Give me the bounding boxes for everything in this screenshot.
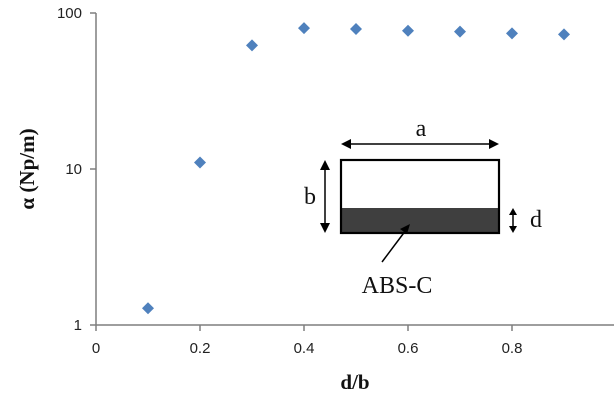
inset-material-pointer — [381, 229, 407, 263]
inset-waveguide-outline — [339, 158, 501, 235]
y-tick-label-10: 10 — [65, 161, 82, 178]
inset-cross-section-diagram: a b d ABS-C — [304, 116, 542, 299]
inset-height-arrowhead-top — [320, 160, 330, 170]
data-point-marker — [350, 22, 362, 35]
inset-layer-arrowhead-top — [509, 208, 517, 215]
inset-layer-label: d — [530, 207, 542, 233]
inset-material-pointer-head — [400, 224, 410, 234]
y-tick-label-100: 100 — [57, 5, 82, 22]
inset-layer-arrowhead-bottom — [509, 226, 517, 233]
x-axis-title: d/b — [340, 370, 369, 394]
data-point-marker — [298, 22, 310, 35]
inset-width-arrowhead-right — [489, 139, 499, 149]
inset-material-label: ABS-C — [362, 273, 433, 299]
data-point-marker — [506, 27, 518, 40]
x-tick-label-0.6: 0.6 — [398, 340, 419, 357]
y-tick-label-1: 1 — [74, 317, 82, 334]
data-point-marker — [558, 28, 570, 41]
inset-substrate-layer — [341, 208, 499, 233]
x-tick-label-0.4: 0.4 — [294, 340, 315, 357]
inset-width-label: a — [416, 116, 427, 142]
data-points — [142, 22, 570, 315]
data-point-marker — [402, 24, 414, 37]
data-point-marker — [454, 25, 466, 38]
data-point-marker — [194, 156, 206, 169]
y-axis-title: α (Np/m) — [15, 128, 39, 209]
inset-width-arrowhead-left — [341, 139, 351, 149]
inset-height-label: b — [304, 184, 316, 210]
x-tick-label-0.8: 0.8 — [502, 340, 523, 357]
x-tick-label-0: 0 — [92, 340, 100, 357]
inset-height-arrowhead-bottom — [320, 223, 330, 233]
data-point-marker — [142, 302, 154, 315]
data-point-marker — [246, 39, 258, 52]
x-tick-label-0.2: 0.2 — [190, 340, 211, 357]
